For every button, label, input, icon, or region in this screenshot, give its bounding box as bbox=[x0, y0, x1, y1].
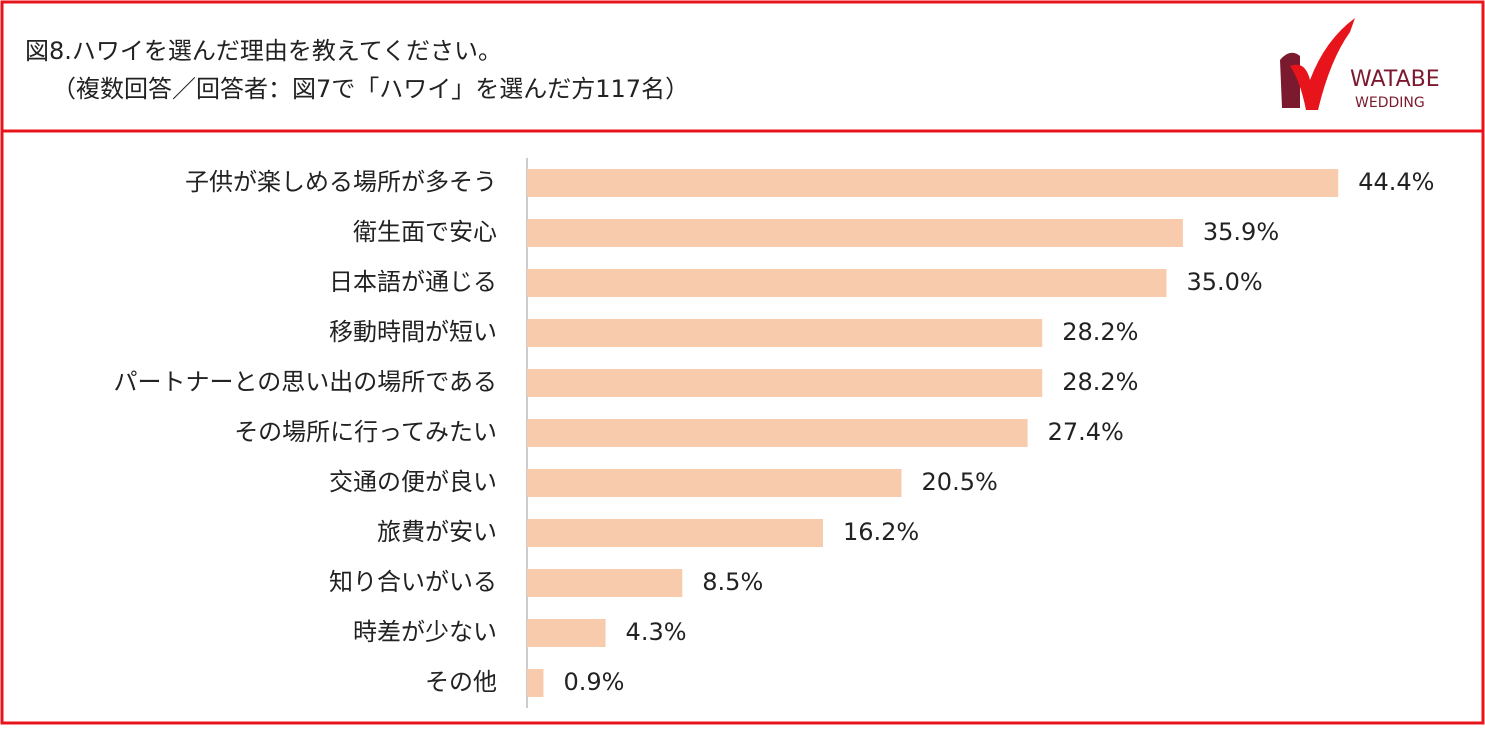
bar bbox=[527, 219, 1183, 247]
category-label: 時差が少ない bbox=[353, 618, 497, 646]
chart-title: 図8.ハワイを選んだ理由を教えてください。 bbox=[25, 37, 502, 65]
bar bbox=[527, 269, 1167, 297]
value-label: 28.2% bbox=[1062, 318, 1138, 346]
bar bbox=[527, 519, 823, 547]
bar bbox=[527, 619, 606, 647]
category-label: 旅費が安い bbox=[377, 518, 497, 546]
value-label: 8.5% bbox=[702, 568, 763, 596]
bar bbox=[527, 569, 683, 597]
category-label: 移動時間が短い bbox=[329, 318, 497, 346]
logo-mark bbox=[1280, 52, 1300, 108]
value-label: 28.2% bbox=[1062, 368, 1138, 396]
category-label: その場所に行ってみたい bbox=[234, 418, 497, 446]
category-label: 子供が楽しめる場所が多そう bbox=[185, 168, 497, 196]
value-label: 27.4% bbox=[1048, 418, 1124, 446]
value-label: 35.0% bbox=[1186, 268, 1262, 296]
value-label: 20.5% bbox=[922, 468, 998, 496]
value-label: 44.4% bbox=[1358, 168, 1434, 196]
value-label: 16.2% bbox=[843, 518, 919, 546]
bar bbox=[527, 169, 1339, 197]
chart-subtitle: （複数回答／回答者：図7で「ハワイ」を選んだ方117名） bbox=[52, 75, 689, 103]
logo-mark bbox=[1290, 18, 1355, 110]
logo: WATABE WEDDING bbox=[1280, 18, 1440, 111]
bar bbox=[527, 419, 1028, 447]
bar bbox=[527, 319, 1043, 347]
category-label: 知り合いがいる bbox=[329, 568, 497, 596]
value-label: 4.3% bbox=[626, 618, 687, 646]
bar bbox=[527, 469, 902, 497]
category-label: パートナーとの思い出の場所である bbox=[113, 368, 497, 396]
category-label: 衛生面で安心 bbox=[353, 218, 497, 246]
logo-text: WATABE bbox=[1350, 67, 1440, 92]
frame bbox=[0, 0, 1485, 725]
value-label: 0.9% bbox=[563, 668, 624, 696]
bar bbox=[527, 369, 1043, 397]
category-label: その他 bbox=[425, 668, 497, 696]
logo-text: WEDDING bbox=[1355, 95, 1425, 111]
category-label: 日本語が通じる bbox=[329, 268, 497, 296]
bar bbox=[527, 669, 544, 697]
category-label: 交通の便が良い bbox=[329, 468, 497, 496]
value-label: 35.9% bbox=[1203, 218, 1279, 246]
